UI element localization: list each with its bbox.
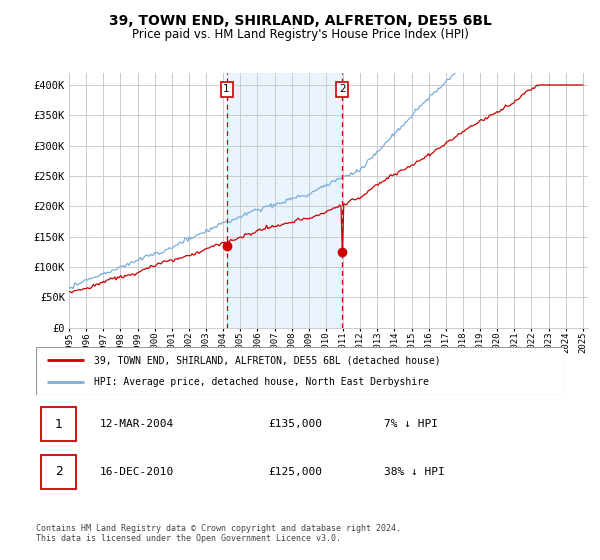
Text: 39, TOWN END, SHIRLAND, ALFRETON, DE55 6BL (detached house): 39, TOWN END, SHIRLAND, ALFRETON, DE55 6… <box>94 355 441 365</box>
Bar <box>227 73 343 328</box>
Text: 12-MAR-2004: 12-MAR-2004 <box>100 419 173 429</box>
Text: Contains HM Land Registry data © Crown copyright and database right 2024.
This d: Contains HM Land Registry data © Crown c… <box>36 524 401 543</box>
Bar <box>41 408 76 441</box>
Text: 38% ↓ HPI: 38% ↓ HPI <box>385 467 445 477</box>
Text: 2: 2 <box>55 465 62 478</box>
Bar <box>41 455 76 488</box>
Text: 2: 2 <box>339 85 346 95</box>
Text: £135,000: £135,000 <box>268 419 322 429</box>
Text: £125,000: £125,000 <box>268 467 322 477</box>
Text: 16-DEC-2010: 16-DEC-2010 <box>100 467 173 477</box>
Text: 7% ↓ HPI: 7% ↓ HPI <box>385 419 439 429</box>
Text: 39, TOWN END, SHIRLAND, ALFRETON, DE55 6BL: 39, TOWN END, SHIRLAND, ALFRETON, DE55 6… <box>109 14 491 28</box>
Text: Price paid vs. HM Land Registry's House Price Index (HPI): Price paid vs. HM Land Registry's House … <box>131 28 469 41</box>
Text: 1: 1 <box>55 418 62 431</box>
Text: HPI: Average price, detached house, North East Derbyshire: HPI: Average price, detached house, Nort… <box>94 377 429 387</box>
Text: 1: 1 <box>223 85 230 95</box>
